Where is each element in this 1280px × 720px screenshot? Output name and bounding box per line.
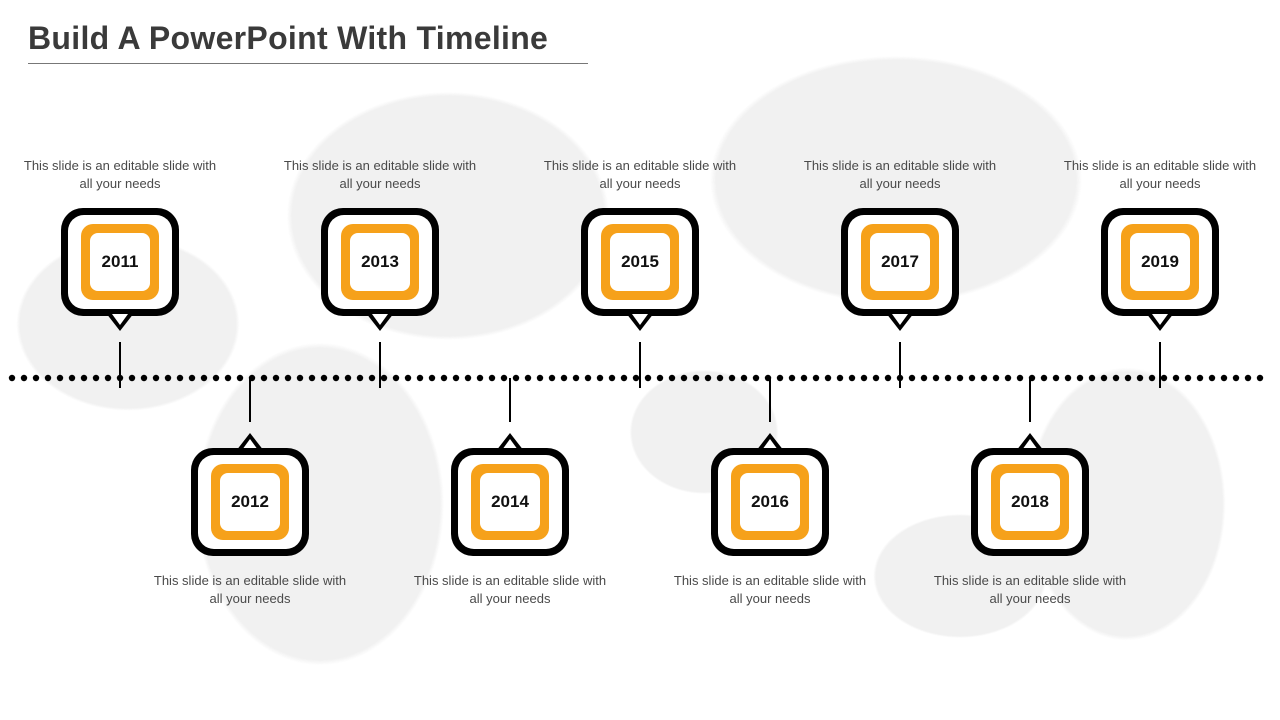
marker-caption: This slide is an editable slide with all… <box>930 572 1130 607</box>
marker-caption: This slide is an editable slide with all… <box>800 157 1000 192</box>
marker-year-label: 2011 <box>90 233 150 291</box>
marker-caption: This slide is an editable slide with all… <box>410 572 610 607</box>
marker-connector <box>509 378 511 422</box>
marker-year-label: 2018 <box>1000 473 1060 531</box>
marker-connector <box>899 342 901 388</box>
marker-caption: This slide is an editable slide with all… <box>1060 157 1260 192</box>
timeline-marker-2014: 2014 This slide is an editable slide with… <box>410 378 610 607</box>
marker-bubble: 2016 <box>711 448 829 556</box>
marker-year-label: 2015 <box>610 233 670 291</box>
marker-caption: This slide is an editable slide with all… <box>280 157 480 192</box>
timeline-marker-2016: 2016 This slide is an editable slide with… <box>670 378 870 607</box>
timeline-marker-2017: This slide is an editable slide with all… <box>800 157 1000 388</box>
timeline-marker-2013: This slide is an editable slide with all… <box>280 157 480 388</box>
timeline-marker-2018: 2018 This slide is an editable slide with… <box>930 378 1130 607</box>
marker-caption: This slide is an editable slide with all… <box>150 572 350 607</box>
marker-connector <box>119 342 121 388</box>
marker-caption: This slide is an editable slide with all… <box>20 157 220 192</box>
slide-title: Build A PowerPoint With Timeline <box>28 20 588 57</box>
marker-bubble: 2014 <box>451 448 569 556</box>
timeline-marker-2012: 2012 This slide is an editable slide with… <box>150 378 350 607</box>
marker-connector <box>379 342 381 388</box>
title-underline <box>28 63 588 64</box>
marker-year-label: 2017 <box>870 233 930 291</box>
marker-year-label: 2013 <box>350 233 410 291</box>
timeline-marker-2011: This slide is an editable slide with all… <box>20 157 220 388</box>
marker-connector <box>769 378 771 422</box>
marker-year-label: 2016 <box>740 473 800 531</box>
slide-title-block: Build A PowerPoint With Timeline <box>28 20 588 64</box>
marker-connector <box>1159 342 1161 388</box>
marker-bubble: 2019 <box>1101 208 1219 316</box>
marker-bubble: 2015 <box>581 208 699 316</box>
marker-year-label: 2014 <box>480 473 540 531</box>
marker-caption: This slide is an editable slide with all… <box>540 157 740 192</box>
marker-caption: This slide is an editable slide with all… <box>670 572 870 607</box>
timeline-marker-2015: This slide is an editable slide with all… <box>540 157 740 388</box>
timeline-marker-2019: This slide is an editable slide with all… <box>1060 157 1260 388</box>
marker-bubble: 2017 <box>841 208 959 316</box>
marker-bubble: 2011 <box>61 208 179 316</box>
marker-connector <box>639 342 641 388</box>
marker-year-label: 2019 <box>1130 233 1190 291</box>
marker-connector <box>249 378 251 422</box>
marker-bubble: 2012 <box>191 448 309 556</box>
marker-connector <box>1029 378 1031 422</box>
marker-year-label: 2012 <box>220 473 280 531</box>
marker-bubble: 2013 <box>321 208 439 316</box>
marker-bubble: 2018 <box>971 448 1089 556</box>
